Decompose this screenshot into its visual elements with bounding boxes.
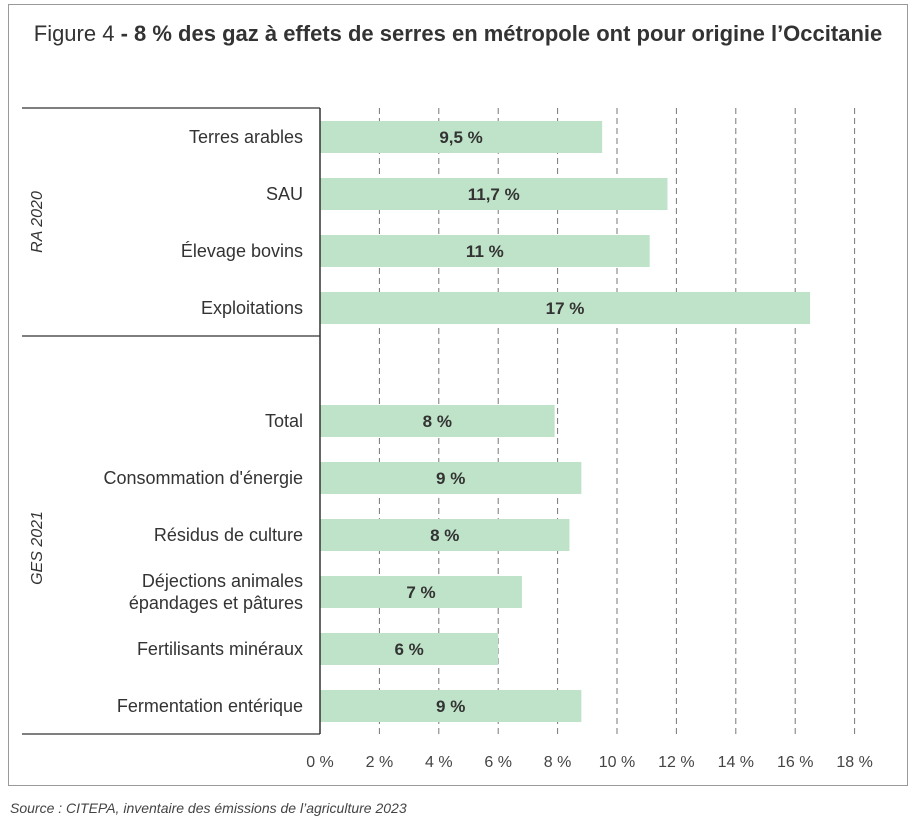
bar-0-2 bbox=[320, 235, 650, 267]
tick-label-7: 14 % bbox=[718, 754, 754, 771]
source-note: Source : CITEPA, inventaire des émission… bbox=[10, 800, 407, 816]
category-label-0-2: Élevage bovins bbox=[181, 241, 303, 261]
bar-0-3 bbox=[320, 292, 811, 324]
tick-label-2: 4 % bbox=[425, 754, 453, 771]
value-label-1-1: 9 % bbox=[436, 469, 465, 488]
tick-label-9: 18 % bbox=[836, 754, 872, 771]
tick-label-4: 8 % bbox=[544, 754, 572, 771]
category-label-0-0: Terres arables bbox=[189, 127, 303, 147]
bar-1-4 bbox=[320, 633, 499, 665]
bar-0-1 bbox=[320, 178, 668, 210]
value-label-1-0: 8 % bbox=[423, 412, 452, 431]
group-label-1: GES 2021 bbox=[29, 511, 46, 585]
bar-1-3 bbox=[320, 576, 522, 608]
category-label-1-5: Fermentation entérique bbox=[117, 696, 303, 716]
tick-label-3: 6 % bbox=[484, 754, 512, 771]
value-label-1-2: 8 % bbox=[430, 526, 459, 545]
category-label-0-3: Exploitations bbox=[201, 298, 303, 318]
bar-1-5 bbox=[320, 690, 582, 722]
tick-label-8: 16 % bbox=[777, 754, 813, 771]
category-label-1-4: Fertilisants minéraux bbox=[137, 639, 303, 659]
category-label-1-2: Résidus de culture bbox=[154, 525, 303, 545]
tick-label-5: 10 % bbox=[599, 754, 635, 771]
category-label-1-1: Consommation d'énergie bbox=[103, 468, 303, 488]
value-label-1-3: 7 % bbox=[406, 583, 435, 602]
category-label-1-0: Total bbox=[265, 411, 303, 431]
category-label-1-3: Déjections animales épandages et pâtures bbox=[129, 571, 303, 613]
value-label-0-0: 9,5 % bbox=[439, 128, 482, 147]
value-label-1-5: 9 % bbox=[436, 697, 465, 716]
figure-number: Figure 4 bbox=[33, 21, 115, 46]
value-label-1-4: 6 % bbox=[394, 640, 423, 659]
bar-0-0 bbox=[320, 121, 603, 153]
chart-title: Figure 4 - 8 % des gaz à effets de serre… bbox=[9, 21, 907, 47]
tick-label-1: 2 % bbox=[366, 754, 394, 771]
tick-label-0: 0 % bbox=[306, 754, 334, 771]
bar-1-1 bbox=[320, 462, 582, 494]
category-label-0-1: SAU bbox=[266, 184, 303, 204]
bar-1-2 bbox=[320, 519, 570, 551]
tick-label-6: 12 % bbox=[658, 754, 694, 771]
value-label-0-2: 11 % bbox=[466, 242, 504, 261]
value-label-0-1: 11,7 % bbox=[468, 185, 520, 204]
figure-heading: - 8 % des gaz à effets de serres en métr… bbox=[114, 21, 883, 46]
group-label-0: RA 2020 bbox=[29, 191, 46, 253]
value-label-0-3: 17 % bbox=[546, 299, 585, 318]
bar-1-0 bbox=[320, 405, 555, 437]
